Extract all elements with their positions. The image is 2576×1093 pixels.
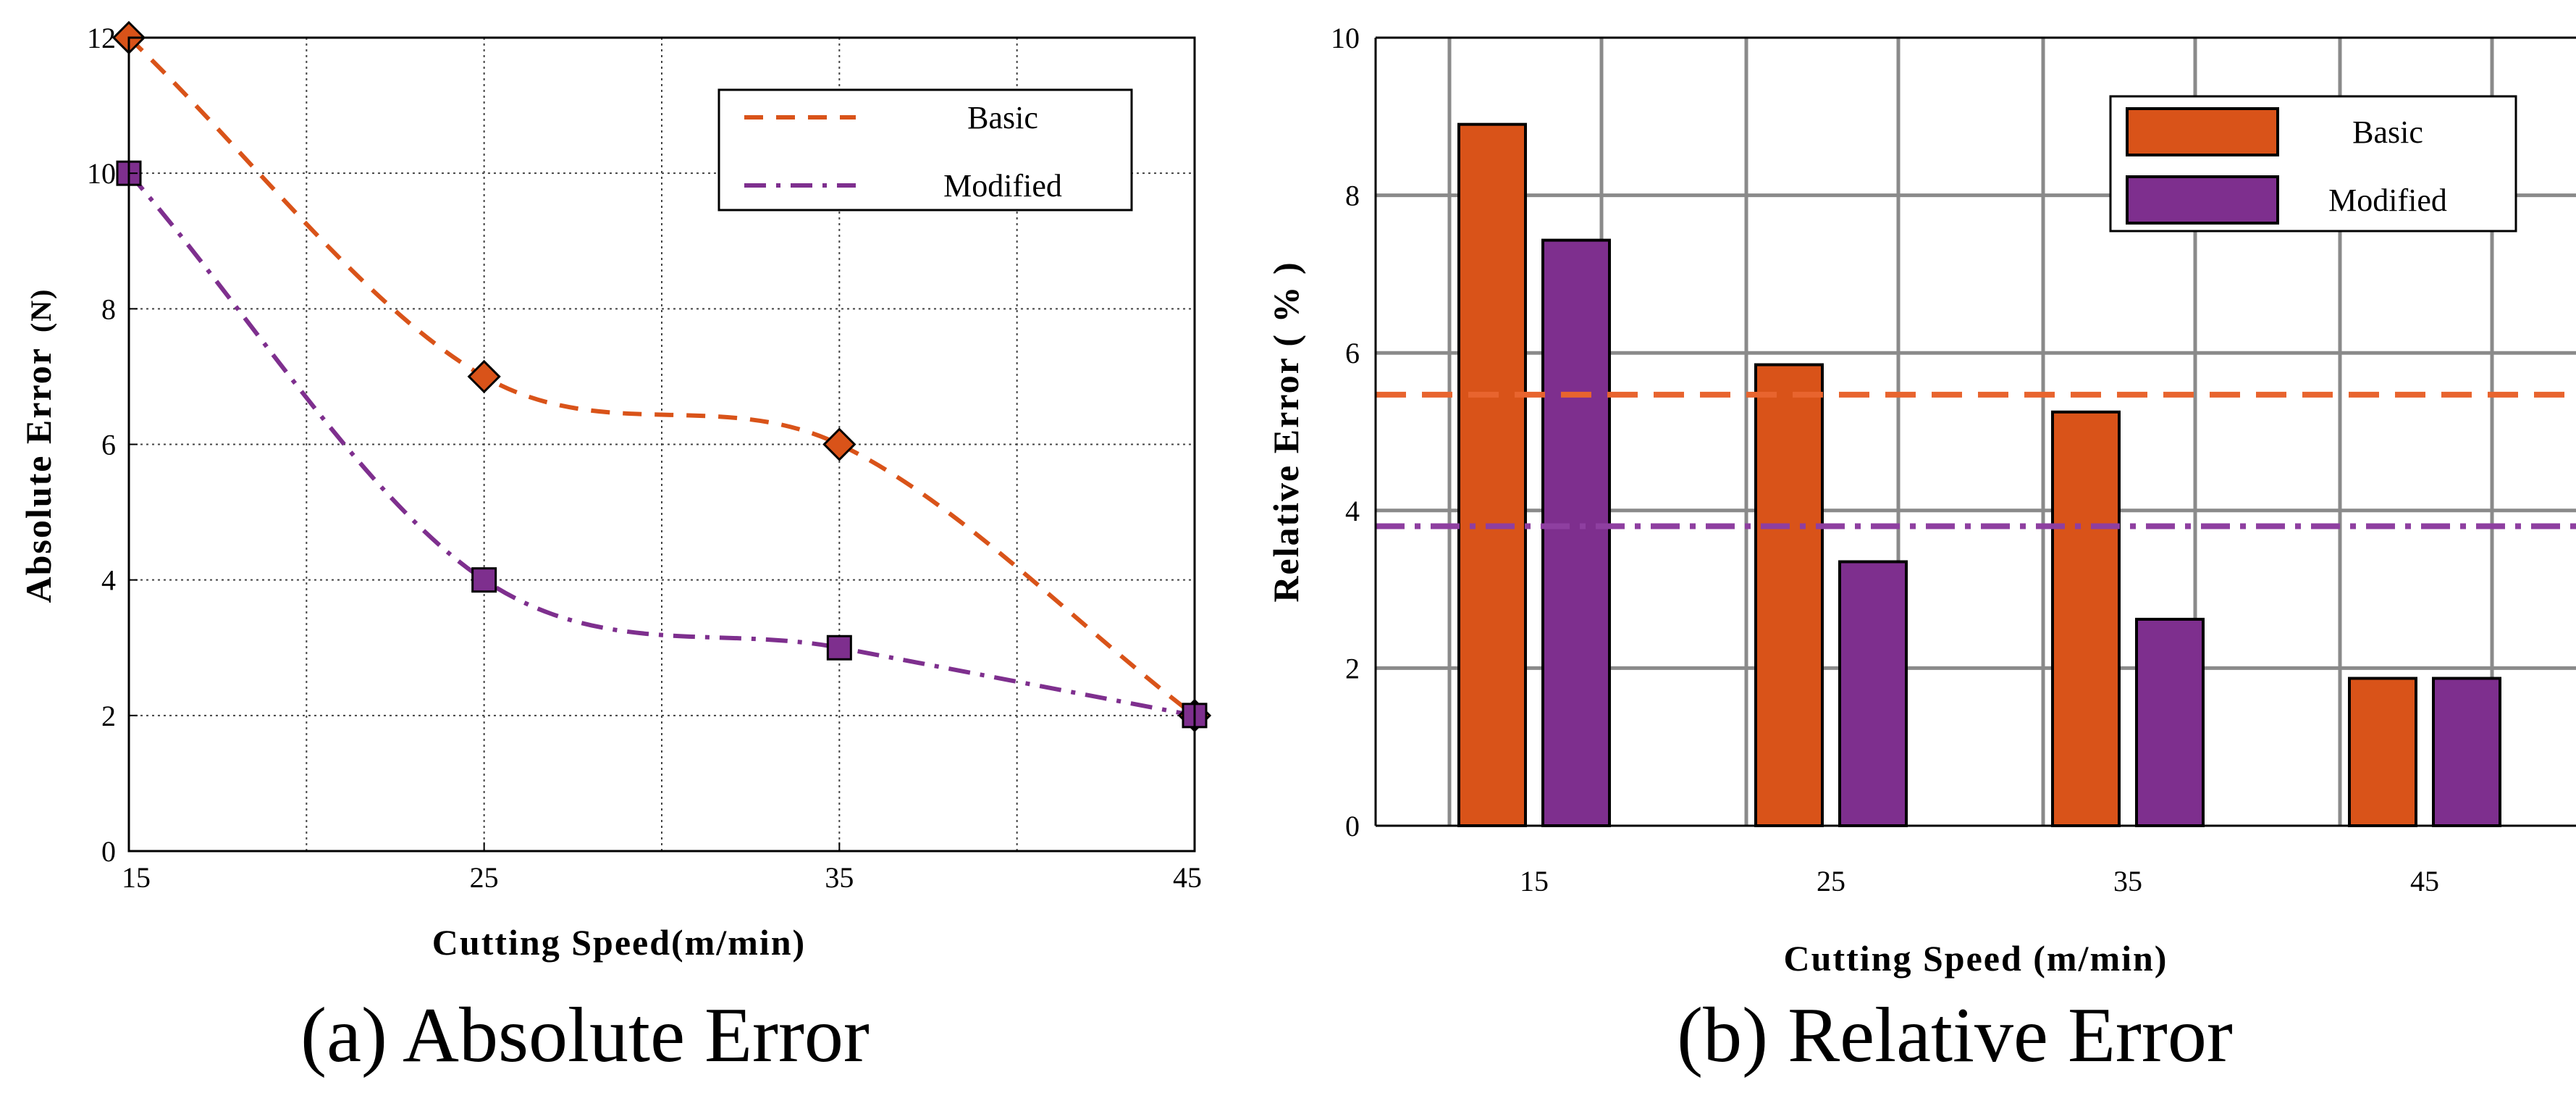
y-tick-label: 0 bbox=[1345, 810, 1360, 842]
y-tick-label: 8 bbox=[101, 293, 116, 325]
bar-basic-35 bbox=[2051, 410, 2121, 827]
reference-lines-b bbox=[1376, 391, 2576, 529]
bar-basic-25 bbox=[1754, 363, 1824, 827]
y-axis-label-b: Relative Error ( % ) bbox=[1266, 261, 1306, 602]
y-axis-label-a-main: Absolute Error bbox=[18, 347, 59, 603]
legend-label-modified: Modified bbox=[2328, 183, 2447, 218]
x-axis-label-b: Cutting Speed (m/min) bbox=[1784, 938, 2168, 979]
y-tick-label: 4 bbox=[101, 564, 116, 597]
x-tick-label: 15 bbox=[1520, 865, 1549, 897]
x-tick-label: 45 bbox=[2410, 865, 2439, 897]
x-tick-label: 35 bbox=[825, 861, 854, 894]
y-tick-label: 12 bbox=[87, 22, 116, 54]
x-tick-label: 15 bbox=[122, 861, 151, 894]
y-tick-label: 2 bbox=[101, 700, 116, 732]
bars-group-b bbox=[1457, 122, 2501, 828]
bar-basic-15 bbox=[1457, 122, 1527, 827]
bar-basic-45 bbox=[2348, 677, 2417, 827]
data-point-modified bbox=[826, 635, 852, 661]
legend-swatch-modified bbox=[2126, 175, 2279, 225]
y-tick-label: 6 bbox=[101, 429, 116, 461]
chart-absolute-error: 15 25 35 45 0 2 4 6 8 10 12 Basic Modified Cutting … bbox=[18, 20, 1212, 1079]
caption-a: (a) Absolute Error bbox=[300, 992, 870, 1079]
y-tick-label: 6 bbox=[1345, 337, 1360, 369]
chart-relative-error: 15 25 35 45 0 2 4 6 8 10 Basic Modified Cutting Sp… bbox=[1266, 22, 2576, 1079]
x-axis-label-a: Cutting Speed(m/min) bbox=[432, 922, 806, 963]
x-tick-label: 25 bbox=[1817, 865, 1845, 897]
y-tick-label: 10 bbox=[87, 157, 116, 190]
legend-label-modified: Modified bbox=[943, 168, 1062, 204]
x-tick-label: 35 bbox=[2113, 865, 2142, 897]
series-line-modified bbox=[127, 172, 1195, 718]
y-tick-label: 0 bbox=[101, 835, 116, 868]
ticks-a: 15 25 35 45 0 2 4 6 8 10 12 bbox=[87, 22, 1202, 894]
x-tick-label: 25 bbox=[470, 861, 499, 894]
x-tick-label: 45 bbox=[1173, 861, 1202, 894]
series-line-basic bbox=[127, 35, 1196, 718]
bar-modified-35 bbox=[2135, 617, 2205, 827]
data-point-basic bbox=[467, 359, 501, 394]
y-tick-label: 8 bbox=[1345, 180, 1360, 212]
data-point-modified bbox=[471, 567, 497, 593]
legend-swatch-basic bbox=[2126, 107, 2279, 156]
bar-modified-15 bbox=[1541, 238, 1611, 827]
legend-box-a bbox=[717, 88, 1133, 212]
y-tick-label: 2 bbox=[1345, 652, 1360, 684]
bar-modified-25 bbox=[1838, 560, 1908, 828]
legend-b: Basic Modified bbox=[2109, 95, 2517, 233]
y-tick-label: 10 bbox=[1331, 22, 1360, 54]
legend-label-basic: Basic bbox=[967, 100, 1038, 135]
y-axis-label-a: Absolute Error (N) bbox=[18, 288, 59, 603]
y-tick-label: 4 bbox=[1345, 495, 1360, 527]
caption-b: (b) Relative Error bbox=[1677, 992, 2233, 1079]
legend-a: Basic Modified bbox=[717, 88, 1133, 212]
y-axis-label-a-unit: (N) bbox=[25, 288, 57, 333]
data-point-basic bbox=[822, 427, 856, 461]
bar-modified-45 bbox=[2432, 677, 2501, 827]
ticks-b: 15 25 35 45 0 2 4 6 8 10 bbox=[1331, 22, 2439, 897]
legend-label-basic: Basic bbox=[2352, 114, 2423, 150]
